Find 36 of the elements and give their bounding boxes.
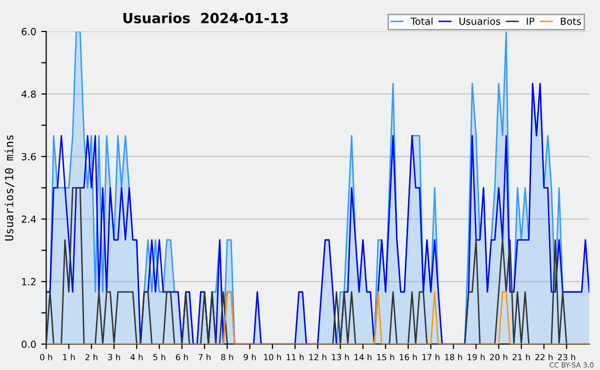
legend-label: Bots [560, 18, 581, 25]
x-tick-label: 5 h [153, 354, 166, 360]
x-tick-label: 16 h [400, 354, 417, 360]
x-tick-label: 4 h [130, 354, 143, 360]
x-tick-label: 11 h [286, 354, 304, 360]
x-tick-label: 13 h [332, 354, 349, 360]
x-tick-label: 2 h [85, 354, 98, 360]
x-tick-label: 0 h [40, 354, 52, 360]
x-tick-label: 3 h [108, 354, 120, 360]
x-tick-label: 1 h [63, 354, 75, 360]
y-tick-label: 0.0 [22, 340, 36, 348]
x-tick-label: 6 h [176, 354, 188, 360]
x-tick-label: 10 h [264, 354, 282, 360]
chart-title: Usuarios 2024-01-13 [123, 12, 288, 24]
x-tick-label: 19 h [468, 354, 485, 360]
x-tick-label: 9 h [244, 354, 256, 360]
x-tick-label: 12 h [309, 354, 326, 360]
x-tick-label: 22 h [535, 354, 553, 360]
legend-label: Total [410, 17, 432, 25]
x-tick-label: 21 h [512, 354, 530, 360]
y-tick-label: 4.8 [21, 90, 36, 98]
x-tick-label: 17 h [422, 354, 440, 360]
x-tick-label: 20 h [490, 354, 508, 360]
x-tick-label: 18 h [445, 354, 462, 360]
y-tick-label: 1.2 [22, 278, 36, 286]
x-tick-label: 15 h [377, 354, 394, 360]
y-axis-title: Usuarios/10 mins [4, 135, 14, 240]
x-tick-label: 23 h [558, 354, 576, 360]
legend-label: Usuarios [459, 17, 500, 25]
x-tick-label: 8 h [221, 354, 234, 360]
y-tick-label: 3.6 [22, 152, 36, 160]
y-tick-label: 2.4 [22, 216, 36, 223]
y-tick-label: 6.0 [22, 28, 36, 36]
x-tick-label: 7 h [198, 354, 210, 360]
legend-label: IP [526, 18, 534, 25]
x-tick-label: 14 h [354, 354, 372, 360]
